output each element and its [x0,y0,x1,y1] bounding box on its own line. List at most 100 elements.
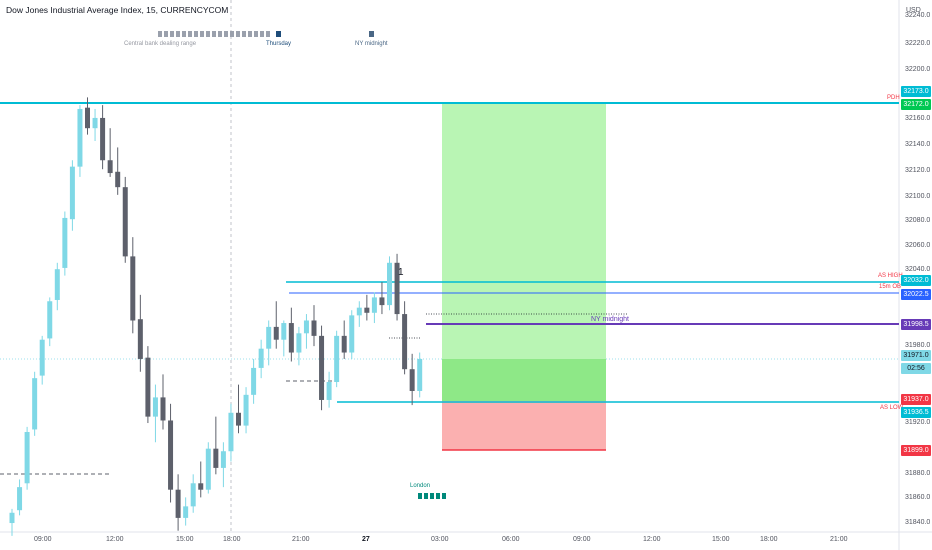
price-tag: 31998.5 [901,319,931,330]
currency-label: USD [906,7,921,14]
candle-body [145,357,151,417]
range-squares [158,31,271,37]
time-tick-label: 06:00 [502,536,520,543]
loss-zone [442,401,606,450]
time-tick-label: 18:00 [760,536,778,543]
candle-body [266,326,272,349]
candle-body [54,269,60,300]
time-tick-label: 18:00 [223,536,241,543]
marker-1: 1 [398,267,404,278]
candle-body [122,187,128,257]
price-tick-label: 31880.0 [905,470,931,477]
time-tick-label: 15:00 [712,536,730,543]
london-squares [418,493,446,499]
candle-body [220,451,226,468]
chart-title: Dow Jones Industrial Average Index, 15, … [6,5,229,15]
candles-group [9,97,423,536]
ob-label: 15m OB [879,284,902,290]
price-tick-label: 32120.0 [905,167,931,174]
time-tick-label: 15:00 [176,536,194,543]
candle-body [258,348,264,368]
candle-body [417,358,423,391]
profit-zone [442,103,606,401]
time-tick-label: 21:00 [830,536,848,543]
candle-body [152,397,158,417]
price-tag: 31971.0 [901,350,931,361]
price-tick-label: 32160.0 [905,115,931,122]
candle-body [379,297,385,306]
candle-body [243,394,249,426]
price-tick-label: 32240.0 [905,12,931,19]
price-tag: 31936.5 [901,407,931,418]
candle-body [69,166,75,220]
price-tick-label: 32060.0 [905,242,931,249]
time-tick-label: 03:00 [431,536,449,543]
candle-body [334,335,340,383]
range-label: Central bank dealing range [124,41,197,47]
london-label: London [410,483,431,489]
candle-body [160,397,166,421]
time-tick-label: 27 [362,536,370,543]
candle-body [175,489,181,518]
candle-body [32,378,38,430]
pdh-label: PDH [887,95,900,101]
ny-midnight-session-label: NY midnight [355,41,388,47]
price-tick-label: 32220.0 [905,40,931,47]
candle-body [349,315,355,353]
candle-body [409,369,415,391]
thursday-label: Thursday [266,41,292,47]
time-tick-label: 12:00 [106,536,124,543]
profit-zone-filled [442,359,606,401]
candle-body [371,297,377,313]
ny-midnight-square [369,31,374,37]
price-tick-label: 31860.0 [905,494,931,501]
price-tick-label: 32040.0 [905,266,931,273]
ny-midnight-line-label: NY midnight [591,316,630,323]
price-tag: 32022.5 [901,289,931,300]
price-tick-label: 32200.0 [905,66,931,73]
as-low-label: AS LOW [880,405,904,411]
candle-body [9,512,15,524]
price-tag: 32172.0 [901,99,931,110]
candle-body [356,307,362,316]
candle-body [402,314,408,370]
candle-body [311,320,317,336]
candle-body [92,117,98,129]
price-tag: 31937.0 [901,394,931,405]
candle-body [205,448,211,490]
candle-body [394,262,400,315]
price-tick-label: 31920.0 [905,419,931,426]
candle-body [198,483,204,490]
price-tick-label: 32080.0 [905,217,931,224]
time-tick-label: 09:00 [34,536,52,543]
price-tag: 32032.0 [901,275,931,286]
candle-body [296,333,302,353]
candle-body [62,217,68,268]
candle-body [130,256,136,321]
candle-body [17,487,23,511]
candle-body [168,420,174,490]
time-tick-label: 12:00 [643,536,661,543]
candle-body [77,108,83,167]
price-tick-label: 31840.0 [905,519,931,526]
candle-body [387,262,392,306]
price-tag: 02:56 [901,363,931,374]
candle-body [341,335,347,353]
candle-body [115,171,121,188]
price-tag: 32173.0 [901,86,931,97]
candle-body [364,307,370,313]
price-tick-label: 31980.0 [905,342,931,349]
candle-body [183,506,189,518]
candle-body [137,319,143,359]
time-tick-label: 21:00 [292,536,310,543]
candle-body [303,320,309,334]
price-tick-label: 32100.0 [905,193,931,200]
candle-body [107,160,113,174]
time-tick-label: 09:00 [573,536,591,543]
candle-body [39,339,45,376]
candle-body [319,335,325,400]
candle-body [85,107,90,129]
candle-body [251,367,257,395]
